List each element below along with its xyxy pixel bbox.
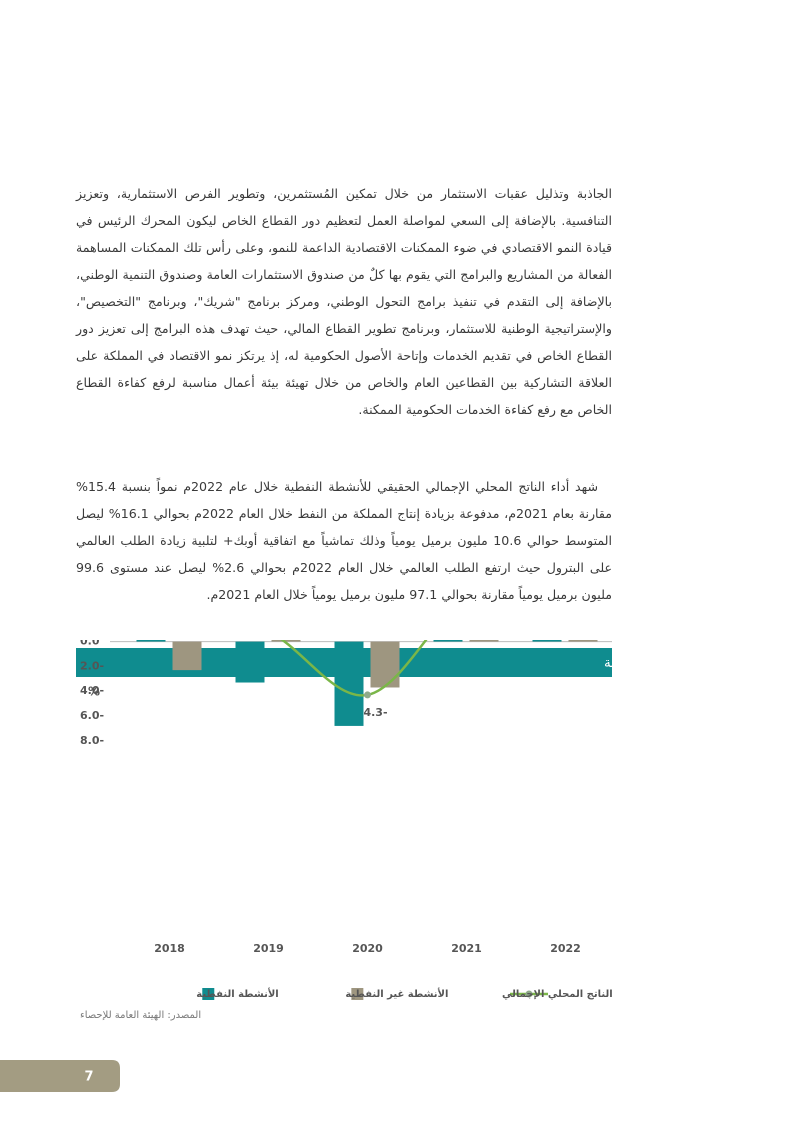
x-tick-label: 2020 <box>352 942 383 955</box>
bar <box>271 640 301 642</box>
data-label: 4.3- <box>363 706 387 719</box>
bar <box>334 641 364 726</box>
x-tick-label: 2021 <box>451 942 482 955</box>
tab-shape <box>0 1060 120 1092</box>
legend-swatch <box>202 988 215 1000</box>
y-tick-label: 8.0- <box>80 734 104 747</box>
bar <box>235 641 265 683</box>
bar <box>136 640 166 642</box>
legend-label: الناتج المحلي الإجمالي <box>502 989 613 1000</box>
page-number: 7 <box>84 1070 93 1085</box>
x-tick-label: 2022 <box>550 942 581 955</box>
paragraph: شهد أداء الناتج المحلي الإجمالي الحقيقي … <box>76 479 612 602</box>
legend-point <box>525 990 533 998</box>
bar <box>568 640 598 642</box>
legend-label: الأنشطة النفطية <box>196 987 278 1000</box>
bar <box>433 640 463 642</box>
y-tick-label: 6.0- <box>80 709 104 722</box>
y-tick-label: 4.0- <box>80 684 104 697</box>
legend-swatch <box>351 988 364 1000</box>
bar <box>172 641 202 671</box>
legend-label: الأنشطة غير النفطية <box>345 987 448 1000</box>
chart: تطورات معدل نمو الناتج المحلي الإجمالي ا… <box>76 640 794 1021</box>
paragraph: الجاذبة وتذليل عقبات الاستثمار من خلال ت… <box>76 186 612 417</box>
bar <box>469 640 499 642</box>
y-tick-label: 0.0 <box>80 640 100 648</box>
chart-title: تطورات معدل نمو الناتج المحلي الإجمالي ا… <box>604 654 794 671</box>
y-tick-label: 2.0- <box>80 659 104 672</box>
line-point <box>364 691 371 699</box>
x-tick-label: 2019 <box>253 942 284 955</box>
bar <box>532 640 562 642</box>
page-tab: 7 <box>0 1060 120 1092</box>
x-tick-label: 2018 <box>154 942 185 955</box>
y-axis-label: % <box>88 685 100 699</box>
bar <box>370 641 400 688</box>
source: المصدر: الهيئة العامة للإحصاء <box>80 1010 201 1021</box>
